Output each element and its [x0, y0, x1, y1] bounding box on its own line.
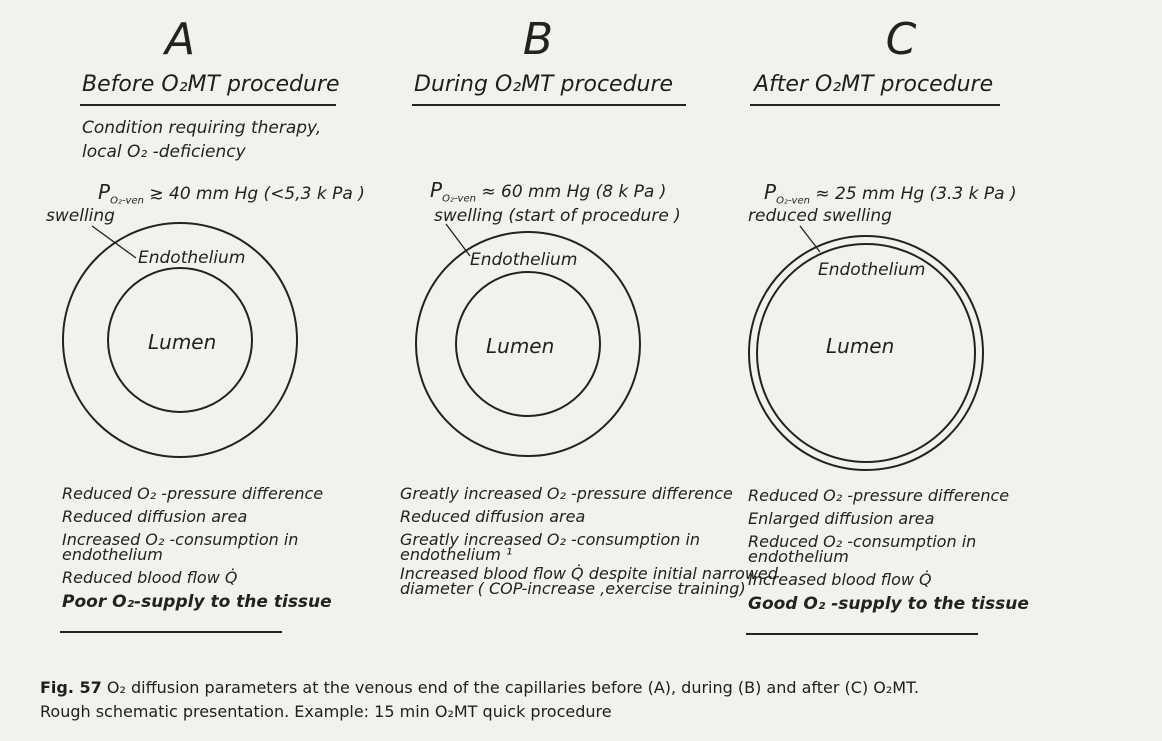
effect-item: Reduced O₂ -pressure difference [62, 484, 324, 503]
lumen-label: Lumen [486, 334, 555, 358]
effect-item: Reduced O₂ -pressure difference [748, 486, 1010, 505]
panel-letter: C [885, 14, 917, 65]
heading-underline [412, 104, 686, 106]
effect-item: Enlarged diffusion area [748, 509, 935, 528]
swelling-label: swelling (start of procedure ) [434, 206, 681, 226]
condition-line: local O₂ -deficiency [82, 142, 246, 162]
caption-line: Fig. 57 O₂ diffusion parameters at the v… [40, 676, 919, 700]
conclusion-text: Poor O₂-supply to the tissue [62, 592, 332, 612]
effect-item: Reduced diffusion area [62, 507, 248, 526]
swelling-label: reduced swelling [748, 206, 892, 226]
effect-item: Reduced blood flow Q̇ [62, 568, 238, 587]
endothelium-label: Endothelium [470, 250, 578, 270]
panel-letter: A [164, 14, 196, 65]
column-before: A Before O₂MT procedure Condition requir… [40, 0, 370, 660]
conclusion-text: Good O₂ -supply to the tissue [748, 594, 1029, 614]
outer-wall-circle [415, 231, 641, 457]
effect-item: Greatly increased O₂ -consumption in end… [400, 530, 701, 564]
figure-caption: Fig. 57 O₂ diffusion parameters at the v… [40, 676, 919, 724]
vessel-cross-section [748, 225, 984, 471]
effects-list: Reduced O₂ -pressure difference Enlarged… [748, 484, 1029, 616]
outer-wall-circle [748, 235, 984, 471]
effect-item: Reduced O₂ -consumption in endothelium [748, 532, 977, 566]
effect-item: Increased O₂ -consumption in endothelium [62, 530, 299, 564]
venous-pressure: PO₂-ven ≳ 40 mm Hg (<5,3 k Pa ) [98, 180, 365, 207]
condition-text: Condition requiring therapy, local O₂ -d… [82, 116, 321, 164]
panel-letter: B [522, 14, 554, 65]
panel-heading: After O₂MT procedure [754, 72, 994, 97]
heading-underline [750, 104, 1000, 106]
panel-heading: During O₂MT procedure [414, 72, 674, 97]
effect-item: Increased blood flow Q̇ despite initial … [400, 564, 778, 598]
lumen-label: Lumen [826, 334, 895, 358]
swelling-label: swelling [46, 206, 115, 226]
lumen-circle [756, 243, 976, 463]
effects-list: Greatly increased O₂ -pressure differenc… [400, 482, 778, 600]
panel-heading: Before O₂MT procedure [82, 72, 340, 97]
caption-line: Rough schematic presentation. Example: 1… [40, 702, 612, 721]
lumen-circle [107, 267, 253, 413]
outer-wall-circle [62, 222, 298, 458]
condition-line: Condition requiring therapy, [82, 118, 322, 138]
lumen-label: Lumen [148, 330, 217, 354]
lumen-circle [455, 271, 601, 417]
vessel-cross-section [62, 222, 298, 458]
column-during: B During O₂MT procedure PO₂-ven ≈ 60 mm … [390, 0, 778, 660]
venous-pressure: PO₂-ven ≈ 60 mm Hg (8 k Pa ) [430, 178, 667, 205]
endothelium-label: Endothelium [138, 248, 246, 268]
effect-item: Increased blood flow Q̇ [748, 570, 932, 589]
vessel-cross-section [415, 223, 641, 457]
swelling-pointer [91, 225, 137, 259]
effect-item: Greatly increased O₂ -pressure differenc… [400, 484, 733, 503]
conclusion-underline [746, 633, 978, 635]
figure-label: Fig. 57 [40, 678, 102, 697]
swelling-pointer [799, 225, 821, 253]
conclusion-underline [60, 631, 282, 633]
effect-item: Reduced diffusion area [400, 507, 586, 526]
column-after: C After O₂MT procedure PO₂-ven ≈ 25 mm H… [740, 0, 1070, 660]
caption-text: O₂ diffusion parameters at the venous en… [106, 678, 920, 697]
effects-list: Reduced O₂ -pressure difference Reduced … [62, 482, 332, 614]
heading-underline [80, 104, 336, 106]
endothelium-label: Endothelium [818, 260, 926, 280]
venous-pressure: PO₂-ven ≈ 25 mm Hg (3.3 k Pa ) [764, 180, 1017, 207]
